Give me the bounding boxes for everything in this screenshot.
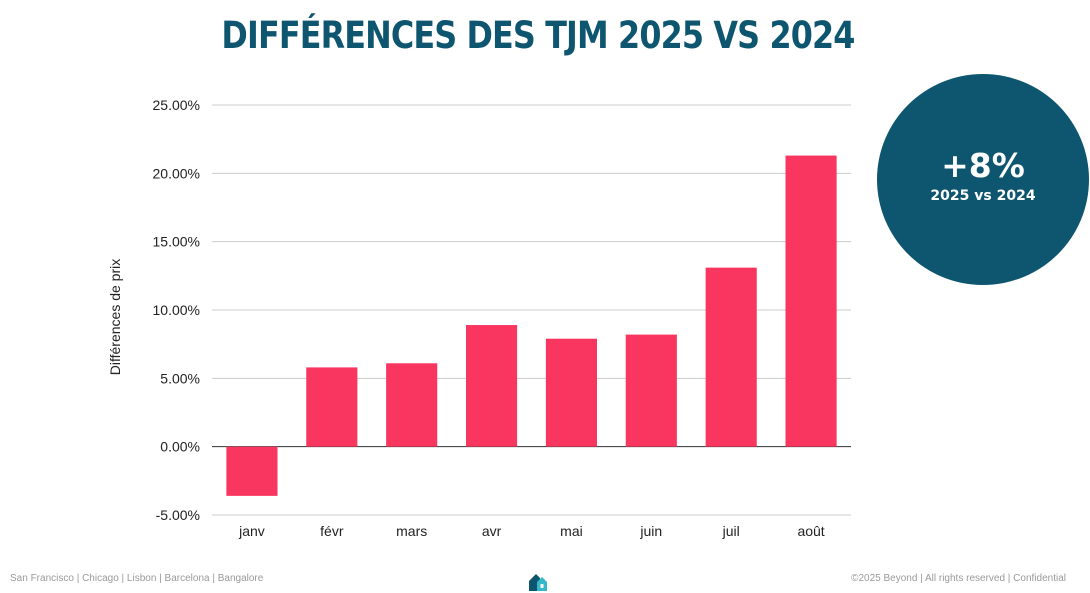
y-tick-label: 5.00% xyxy=(160,370,200,386)
callout-value: +8% xyxy=(941,145,1025,185)
y-tick-label: 0.00% xyxy=(160,439,200,455)
y-tick-label: 20.00% xyxy=(153,165,200,181)
y-tick-label: -5.00% xyxy=(156,507,200,523)
bar-juil xyxy=(705,267,757,447)
callout-subtitle: 2025 vs 2024 xyxy=(930,187,1036,204)
x-tick-label: janv xyxy=(238,523,265,539)
x-tick-label: juil xyxy=(722,523,740,539)
y-tick-label: 10.00% xyxy=(153,302,200,318)
x-tick-label: févr xyxy=(320,523,344,539)
x-tick-label: juin xyxy=(639,523,662,539)
bar-avr xyxy=(466,325,518,447)
chart-title: Différences des TJM 2025 vs 2024 xyxy=(221,14,855,57)
bar-juin xyxy=(625,334,677,447)
house-icon xyxy=(529,574,547,591)
bars xyxy=(226,155,837,496)
x-tick-label: mai xyxy=(560,523,583,539)
footer-locations: San Francisco | Chicago | Lisbon | Barce… xyxy=(10,573,264,584)
x-tick-label: mars xyxy=(396,523,427,539)
bar-août xyxy=(785,155,837,447)
axes: -5.00% 0.00% 5.00% 10.00% 15.00% 20.00% 25.00%… xyxy=(153,97,825,539)
x-tick-label: avr xyxy=(482,523,502,539)
bar-janv xyxy=(226,446,278,496)
bar-févr xyxy=(306,367,358,447)
summary-callout: +8% 2025 vs 2024 xyxy=(877,74,1089,285)
y-tick-label: 15.00% xyxy=(153,234,200,250)
footer-copyright: ©2025 Beyond | All rights reserved | Con… xyxy=(851,573,1066,584)
bar-mars xyxy=(386,363,438,447)
x-tick-label: août xyxy=(797,523,824,539)
y-axis-label: Différences de prix xyxy=(107,259,123,375)
y-tick-label: 25.00% xyxy=(153,97,200,113)
bar-mai xyxy=(545,338,597,447)
